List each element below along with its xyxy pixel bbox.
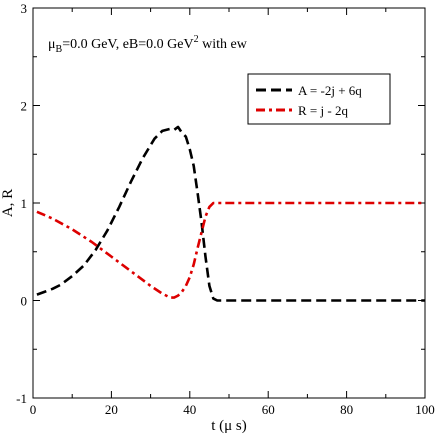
x-tick-label: 20 (105, 402, 118, 417)
legend-label-a: A = -2j + 6q (298, 83, 362, 98)
x-tick-label: 60 (262, 402, 275, 417)
y-tick-label: -1 (16, 391, 27, 406)
y-tick-label: 3 (21, 1, 28, 16)
x-tick-label: 80 (340, 402, 353, 417)
series-line-r (36, 201, 425, 299)
legend-box (247, 73, 391, 125)
series-layer (36, 125, 425, 302)
y-tick-label: 2 (21, 99, 28, 114)
x-tick-label: 40 (183, 402, 196, 417)
legend-label-r: R = j - 2q (298, 103, 348, 118)
y-axis-title: A, R (0, 189, 16, 217)
y-tick-label: 0 (21, 294, 28, 309)
x-tick-label: 0 (30, 402, 37, 417)
chart-annotation: μB=0.0 GeV, eB=0.0 GeV2 with ew (48, 34, 248, 55)
x-axis-title: t (μ s) (211, 418, 247, 434)
y-tick-label: 1 (21, 196, 28, 211)
x-tick-label: 100 (415, 402, 435, 417)
series-line-a (36, 125, 425, 302)
